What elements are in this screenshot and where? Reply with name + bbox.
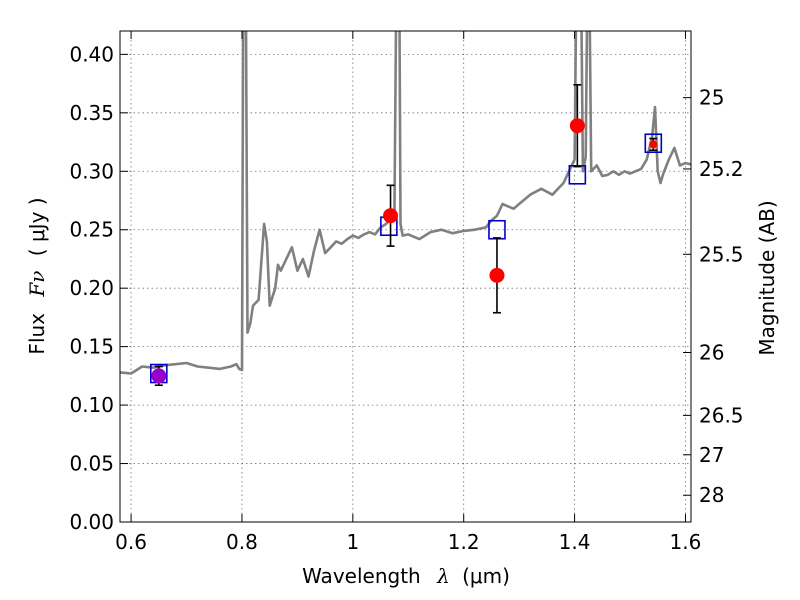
y-axis-label-symbol: Fν — [25, 271, 49, 298]
y-tick-label: 0.05 — [69, 452, 114, 476]
y-tick-label: 0.10 — [69, 393, 114, 417]
observed-point — [489, 267, 505, 283]
x-axis-label-unit: (μm) — [462, 564, 510, 588]
y-tick-label: 0.25 — [69, 218, 114, 242]
tick-layer: 0.6 0.8 1 1.2 1.4 1.6 0.00 0.05 0.10 0.15 0.20 0.25… — [69, 31, 744, 554]
x-tick-label: 1.6 — [670, 530, 702, 554]
spectrum-line — [120, 31, 691, 375]
y-axis-label-unit: ( μJy ) — [25, 197, 49, 256]
plot-layer — [120, 31, 691, 387]
y2-tick-label: 26.5 — [699, 403, 744, 427]
observed-point — [649, 140, 658, 149]
observed-point — [383, 208, 399, 224]
x-axis-label: Wavelength λ (μm) — [302, 564, 510, 588]
y-tick-label: 0.15 — [69, 335, 114, 359]
y2-tick-label: 26 — [699, 340, 724, 364]
y2-axis-label: Magnitude (AB) — [755, 200, 779, 355]
grid-layer — [120, 31, 691, 523]
y2-tick-label: 25 — [699, 86, 724, 110]
y2-tick-label: 27 — [699, 443, 724, 467]
y-axis-label: Flux Fν ( μJy ) — [25, 197, 49, 354]
y-tick-label: 0.40 — [69, 42, 114, 66]
observed-point — [569, 118, 585, 134]
y2-tick-label: 25.5 — [699, 242, 744, 266]
y-tick-label: 0.20 — [69, 276, 114, 300]
x-tick-label: 0.8 — [226, 530, 258, 554]
y-tick-label: 0.00 — [69, 510, 114, 534]
plot-frame — [119, 30, 692, 523]
x-tick-label: 1.4 — [559, 530, 591, 554]
x-tick-label: 1 — [346, 530, 359, 554]
y2-tick-label: 25.2 — [699, 157, 744, 181]
x-axis-label-text: Wavelength — [302, 564, 421, 588]
observed-point — [151, 368, 167, 384]
model-square-marker — [644, 133, 663, 154]
x-tick-label: 1.2 — [448, 530, 480, 554]
y-tick-label: 0.30 — [69, 159, 114, 183]
y-tick-label: 0.35 — [69, 101, 114, 125]
y-axis-label-text: Flux — [25, 313, 49, 355]
x-axis-label-symbol: λ — [436, 564, 450, 588]
x-tick-label: 0.6 — [115, 530, 147, 554]
y2-tick-label: 28 — [699, 483, 724, 507]
